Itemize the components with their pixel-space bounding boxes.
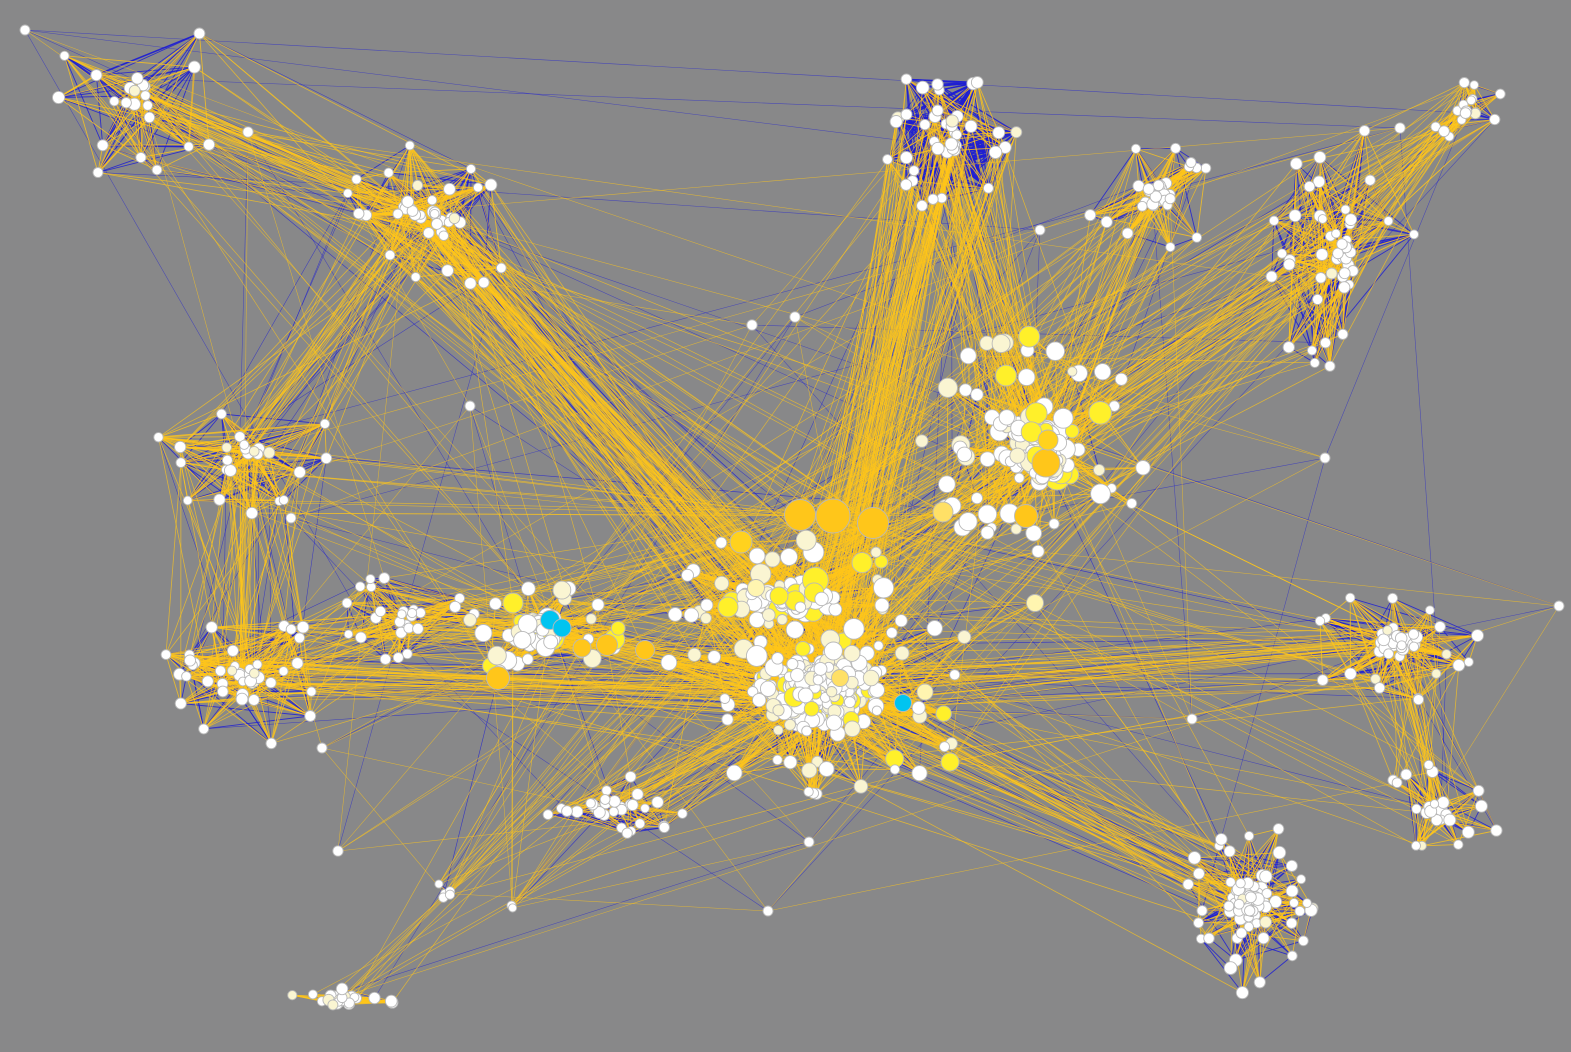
edge-positive	[140, 33, 200, 158]
edge-negative	[137, 33, 200, 79]
edge-negative	[731, 148, 939, 602]
edge-negative	[58, 97, 189, 148]
edge-negative	[58, 33, 200, 98]
edge-negative	[203, 715, 311, 730]
edge-negative	[388, 172, 491, 186]
edge-negative	[247, 131, 543, 623]
edge-positive	[134, 103, 189, 147]
edge-negative	[751, 324, 1265, 903]
edge-positive	[96, 74, 138, 79]
edge-positive	[185, 676, 205, 730]
edge-positive	[348, 586, 372, 635]
edge-negative	[199, 33, 472, 170]
edge-negative	[1399, 127, 1450, 819]
edge-positive	[187, 469, 227, 501]
edge-negative	[442, 677, 499, 898]
edge-negative	[230, 179, 357, 471]
edge-negative	[1187, 884, 1237, 961]
edge-positive	[270, 629, 292, 744]
edge-negative	[137, 78, 1401, 129]
edge-negative	[24, 29, 1476, 114]
edge-negative	[449, 188, 1041, 231]
edge-negative	[330, 841, 810, 996]
edge-negative	[180, 413, 222, 463]
edge-negative	[1089, 148, 1137, 216]
edge-negative	[887, 158, 989, 189]
edge-negative	[767, 119, 1495, 912]
edge-negative	[895, 121, 915, 171]
edge-positive	[158, 436, 240, 438]
edge-positive	[113, 101, 142, 158]
edge-negative	[241, 698, 272, 744]
edge-positive	[58, 74, 97, 99]
edge-positive	[187, 444, 245, 501]
edge-positive	[409, 145, 433, 201]
edge-positive	[179, 673, 272, 744]
edge-negative	[239, 127, 1401, 437]
edge-negative	[1235, 940, 1304, 961]
edge-positive	[140, 144, 210, 158]
edge-negative	[1415, 808, 1417, 846]
edge-positive	[113, 100, 158, 171]
edge-positive	[346, 597, 460, 604]
edge-positive	[165, 654, 182, 704]
edge-negative	[187, 447, 228, 501]
edge-negative	[180, 444, 245, 448]
edge-negative	[1259, 955, 1293, 983]
edge-negative	[337, 267, 502, 852]
edge-negative	[1432, 771, 1482, 807]
edge-negative	[96, 32, 200, 76]
edge-positive	[186, 675, 243, 700]
edge-negative	[1127, 232, 1171, 248]
edge-positive	[369, 578, 399, 658]
edge-negative	[64, 55, 104, 146]
edge-negative	[1200, 938, 1231, 969]
edge-positive	[149, 116, 210, 146]
edge-negative	[1194, 857, 1292, 867]
edge-positive	[490, 184, 502, 269]
edge-negative	[1443, 802, 1497, 831]
edge-negative	[24, 29, 996, 153]
edge-positive	[64, 55, 195, 68]
edge-positive	[187, 448, 246, 501]
edge-positive	[125, 66, 195, 104]
edge-negative	[253, 687, 816, 701]
edge-negative	[283, 457, 327, 501]
edge-negative	[459, 222, 807, 541]
edge-negative	[1200, 938, 1243, 993]
edge-positive	[97, 102, 127, 173]
edge-positive	[165, 654, 224, 692]
edge-negative	[1218, 457, 1326, 846]
edge-positive	[158, 423, 325, 439]
edge-negative	[1440, 654, 1447, 811]
edge-negative	[1439, 626, 1470, 663]
edge-negative	[469, 405, 533, 620]
edge-negative	[156, 66, 195, 171]
edge-negative	[180, 703, 311, 717]
edge-negative	[1294, 179, 1371, 217]
edge-negative	[24, 29, 386, 660]
edge-positive	[158, 436, 253, 514]
edge-positive	[133, 104, 158, 171]
edge-negative	[1350, 597, 1478, 637]
edge-negative	[1324, 112, 1466, 459]
edge-negative	[937, 83, 1017, 133]
edge-negative	[794, 166, 1190, 318]
edge-negative	[1325, 617, 1478, 637]
edge-positive	[64, 55, 158, 171]
edge-negative	[1288, 277, 1322, 348]
edge-positive	[409, 145, 485, 283]
edge-negative	[1152, 204, 1193, 720]
edge-positive	[97, 116, 151, 174]
edge-positive	[156, 144, 210, 171]
edge-negative	[221, 413, 228, 448]
